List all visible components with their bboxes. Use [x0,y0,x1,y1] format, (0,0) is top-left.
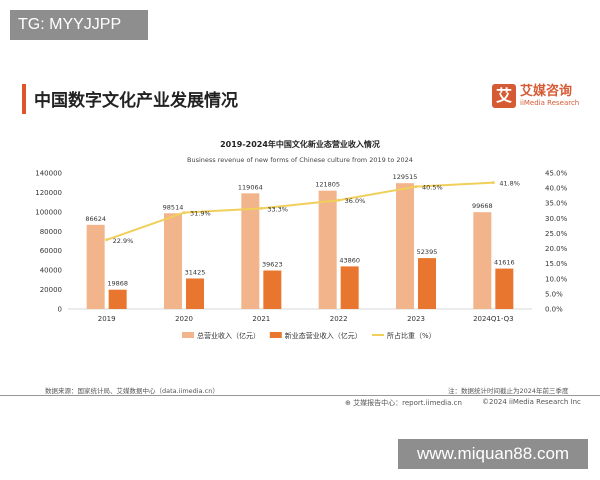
logo-name-en: iiMedia Research [520,98,580,107]
chart-title: 2019-2024年中国文化新业态营业收入情况 [220,139,380,149]
y-tick-label: 20000 [40,286,62,294]
logo-mark-icon: 艾 [492,84,516,108]
y-tick-label: 120000 [35,189,62,197]
line-point [259,206,263,210]
footer-report: ⊕ 艾媒报告中心：report.iimedia.cn [345,398,462,408]
bar-new [340,266,359,309]
title-accent-bar [22,84,26,114]
bar-label: 119064 [238,183,263,191]
bar-label: 43860 [339,256,360,264]
legend-label: 所占比重（%） [387,331,436,340]
line-point [491,181,495,185]
line-share [106,181,494,241]
bar-total [318,190,337,309]
x-tick-label: 2024Q1-Q3 [473,315,514,323]
bar-total [241,193,260,309]
line-point [105,238,109,242]
bar-new [263,270,282,309]
bar-new [108,289,127,309]
y2-tick-label: 35.0% [545,200,568,208]
bar-label: 31425 [185,268,206,276]
bar-label: 41616 [494,259,515,267]
bar-total [396,183,414,309]
y2-tick-label: 10.0% [545,275,568,283]
bar-label: 52395 [417,248,438,256]
x-tick-label: 2021 [252,315,270,323]
legend-label: 新业态营业收入（亿元） [285,331,362,340]
x-tick-label: 2023 [407,315,425,323]
line-point [337,198,341,202]
logo-name-cn: 艾媒咨询 [520,83,573,99]
watermark-bottom: www.miquan88.com [398,439,588,469]
bar-label: 99668 [472,202,493,210]
y2-tick-label: 45.0% [545,170,568,178]
y2-tick-label: 25.0% [545,230,568,238]
x-tick-label: 2019 [98,315,116,323]
x-tick-label: 2022 [330,315,348,323]
footer-note: 注：数据统计时间截止为2024年前三季度 [448,387,569,395]
y-tick-label: 40000 [40,267,62,275]
line-label: 33.3% [267,205,288,213]
bar-label: 121805 [315,181,340,189]
bar-total [473,212,492,309]
bar-new [495,268,514,309]
line-point [414,185,418,189]
bar-label: 98514 [163,203,184,211]
logo: 艾 艾媒咨询 iiMedia Research [492,84,579,108]
bar-total [164,213,182,309]
legend-swatch [182,332,194,338]
y2-tick-label: 30.0% [545,215,568,223]
legend-label: 总营业收入（亿元） [197,331,260,340]
line-label: 31.9% [190,210,211,218]
y-tick-label: 100000 [35,208,62,216]
watermark-top: TG: MYYJJPP [10,10,148,40]
line-label: 22.9% [113,237,134,245]
y2-tick-label: 20.0% [545,245,568,253]
bar-label: 86624 [85,215,106,223]
footer-source: 数据来源：国家统计局、艾媒数据中心（data.iimedia.cn） [45,387,219,395]
y2-tick-label: 15.0% [545,260,568,268]
bar-new [186,278,204,309]
x-tick-label: 2020 [175,315,193,323]
bar-label: 19868 [107,280,128,288]
line-point [182,211,186,215]
line-label: 36.0% [345,197,366,205]
y-tick-label: 140000 [35,170,62,178]
legend-swatch [269,332,282,338]
line-label: 41.8% [499,180,520,188]
bar-new [418,258,436,309]
y-tick-label: 0 [58,306,62,314]
line-label: 40.5% [422,184,443,192]
y-tick-label: 80000 [40,228,62,236]
globe-icon: ⊕ [345,399,354,407]
bar-total [86,224,105,309]
y2-tick-label: 0.0% [545,306,563,314]
y2-tick-label: 40.0% [545,185,568,193]
footer-divider [0,395,600,396]
page-title: 中国数字文化产业发展情况 [34,91,238,111]
y-tick-label: 60000 [40,247,62,255]
chart-subtitle: Business revenue of new forms of Chinese… [187,156,413,164]
bar-label: 129515 [393,173,418,181]
footer-report-text: 艾媒报告中心：report.iimedia.cn [353,399,462,407]
bar-label: 39623 [262,261,283,269]
y2-tick-label: 5.0% [545,290,563,298]
footer-copyright: ©2024 iiMedia Research Inc [482,398,581,406]
